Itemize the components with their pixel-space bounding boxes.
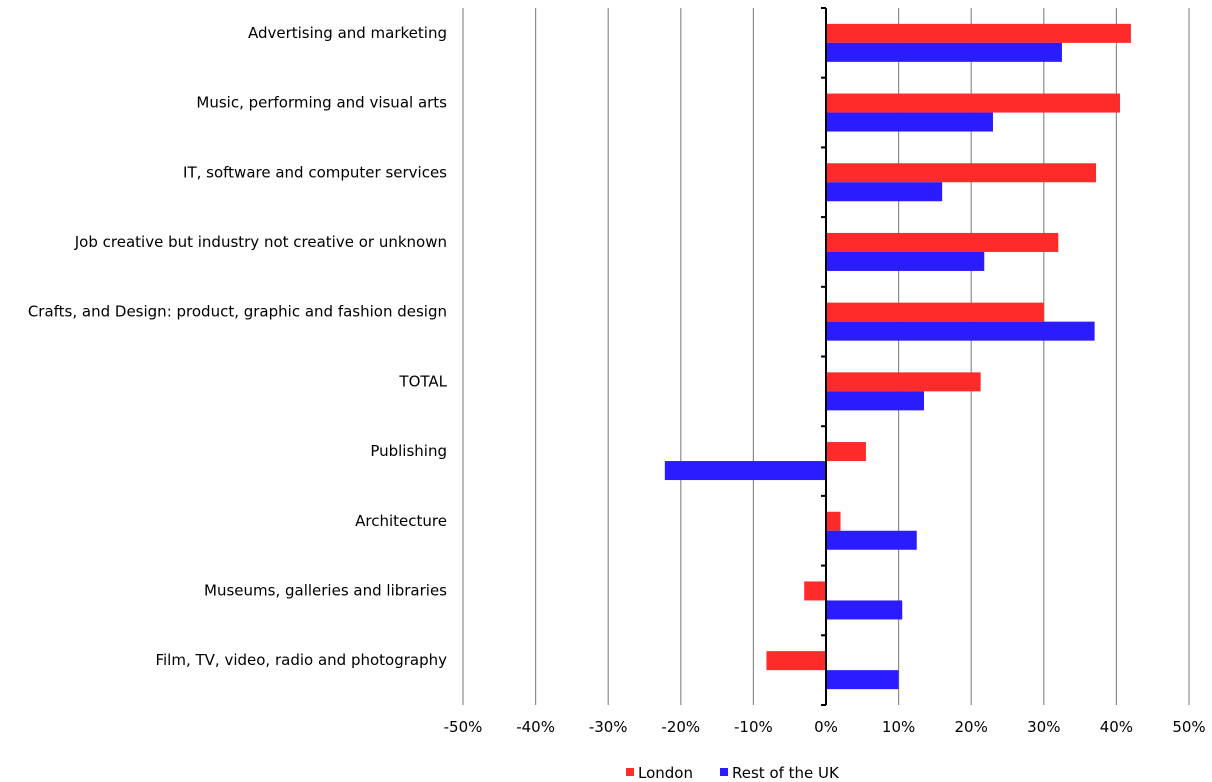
bar-london [826,93,1121,113]
bars [664,23,1131,690]
x-tick-label: 30% [1027,718,1060,736]
legend-label: Rest of the UK [732,764,840,782]
legend: London Rest of the UK [626,764,840,782]
category-label: Film, TV, video, radio and photography [155,651,447,669]
y-axis [821,7,827,706]
bar-rest-of-uk [826,600,903,620]
bar-rest-of-uk [826,391,925,411]
x-tick-label: -30% [589,718,628,736]
bar-rest-of-uk [826,112,993,132]
category-label: Job creative but industry not creative o… [74,233,447,251]
x-tick-label: 40% [1100,718,1133,736]
x-tick-label: -10% [734,718,773,736]
bar-london [826,372,981,392]
bar-london [826,511,841,531]
x-tick-label: -40% [516,718,555,736]
category-label: Advertising and marketing [248,24,447,42]
bar-rest-of-uk [826,251,985,271]
bar-rest-of-uk [826,530,917,550]
bar-london [826,442,866,462]
legend-swatch [626,768,634,776]
bar-london [826,232,1059,252]
category-label: TOTAL [398,372,447,390]
x-tick-label: 50% [1172,718,1205,736]
category-label: Crafts, and Design: product, graphic and… [28,303,447,321]
category-label: Museums, galleries and libraries [204,581,447,599]
x-tick-label: 20% [955,718,988,736]
legend-swatch [720,768,728,776]
bar-london [826,302,1044,322]
x-tick-label: -20% [661,718,700,736]
bar-rest-of-uk [826,42,1062,62]
x-tick-label: -50% [444,718,483,736]
category-label: IT, software and computer services [183,163,447,181]
category-label: Music, performing and visual arts [196,94,447,112]
legend-label: London [638,764,693,782]
bar-london [804,581,826,601]
category-label: Publishing [370,442,447,460]
x-tick-labels: -50% -40% -30% -20% -10% 0% 10% 20% 30% 40% 50% [444,718,1206,736]
bar-rest-of-uk [664,461,826,481]
bar-rest-of-uk [826,182,943,202]
category-labels: Advertising and marketing Music, performi… [28,24,448,669]
bar-rest-of-uk [826,321,1095,341]
category-label: Architecture [355,512,447,530]
x-tick-label: 10% [882,718,915,736]
x-tick-label: 0% [814,718,838,736]
bar-london [826,23,1131,43]
bar-rest-of-uk [826,670,899,690]
bar-london [826,163,1097,183]
bar-london [766,651,826,671]
